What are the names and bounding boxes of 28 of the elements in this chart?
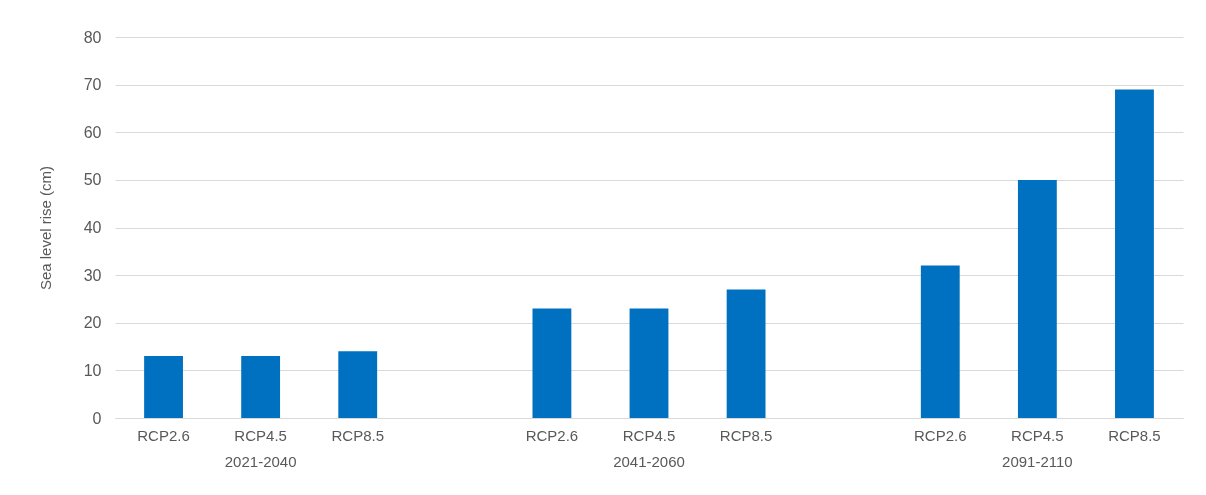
bar — [920, 265, 960, 418]
bar — [1115, 89, 1154, 418]
y-tick-label: 50 — [83, 171, 102, 189]
x-tick-label: RCP2.6 — [914, 426, 967, 444]
y-tick-label: 20 — [83, 314, 102, 332]
y-tick-label: 10 — [83, 361, 102, 379]
x-tick-label: RCP8.5 — [331, 426, 384, 444]
bar — [1017, 179, 1057, 418]
bar — [338, 351, 378, 418]
y-tick-label: 80 — [83, 28, 102, 46]
y-tick-label: 30 — [83, 266, 102, 284]
x-tick-label: RCP2.6 — [137, 426, 190, 444]
x-tick-label: RCP4.5 2091-2110 — [1002, 426, 1073, 470]
bar — [532, 308, 572, 418]
bar — [629, 308, 669, 418]
y-tick-label: 40 — [83, 219, 102, 236]
x-tick-label: RCP8.5 — [1108, 426, 1161, 444]
bar — [726, 289, 766, 418]
y-tick-label: 0 — [92, 409, 102, 427]
bar — [241, 356, 281, 418]
y-axis-title: Sea level rise (cm) — [36, 165, 54, 291]
x-tick-label: RCP4.5 2021-2040 — [224, 426, 297, 470]
x-tick-label: RCP8.5 — [719, 426, 773, 444]
x-tick-label: RCP2.6 — [525, 426, 579, 444]
y-tick-label: 70 — [83, 76, 102, 94]
y-tick-label: 60 — [83, 123, 102, 141]
x-tick-label: RCP4.5 2041-2060 — [613, 426, 685, 470]
bar — [144, 356, 183, 418]
